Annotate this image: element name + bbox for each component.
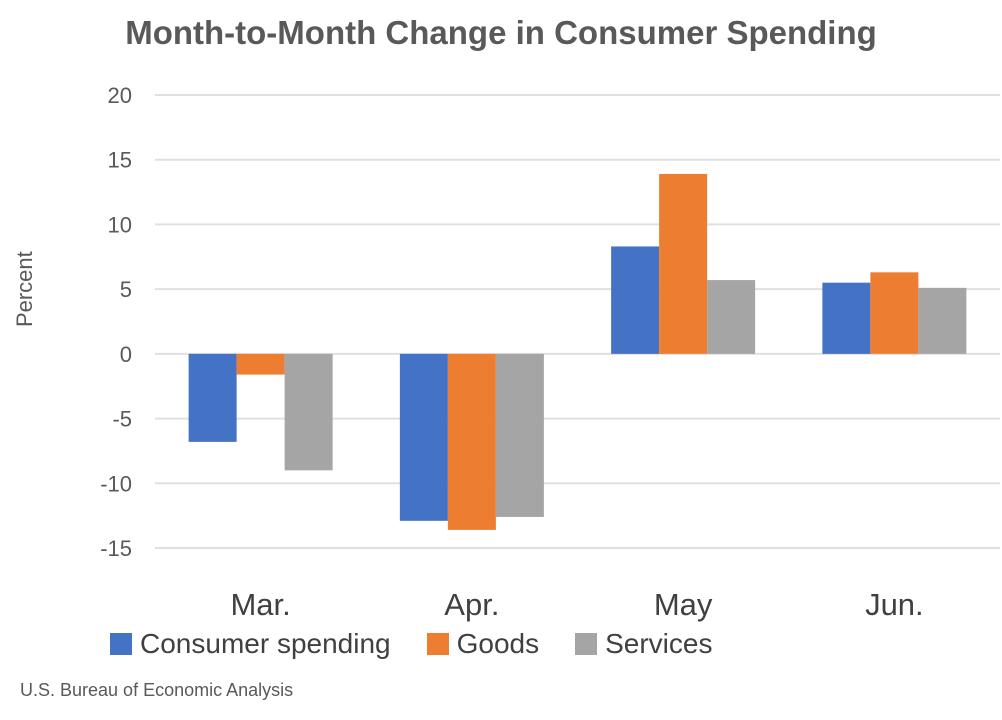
legend-item: Consumer spending [110, 628, 391, 660]
bar-services [918, 287, 967, 354]
y-tick-label: 0 [120, 342, 132, 367]
bar-services [707, 280, 756, 354]
bar-goods [236, 353, 285, 375]
x-tick-label: Jun. [865, 587, 924, 622]
x-tick-label: Apr. [444, 587, 499, 622]
y-tick-label: 20 [108, 83, 132, 108]
bar-consumer-spending [399, 353, 448, 521]
source-note: U.S. Bureau of Economic Analysis [20, 680, 294, 700]
bar-services [284, 353, 333, 471]
x-tick-label: May [654, 587, 713, 622]
bar-consumer-spending [822, 282, 871, 354]
legend-swatch [110, 633, 132, 655]
chart-title: Month-to-Month Change in Consumer Spendi… [125, 14, 877, 51]
bar-goods [870, 272, 919, 354]
y-tick-label: -10 [100, 471, 132, 496]
bar-consumer-spending [188, 353, 237, 442]
y-tick-label: 15 [108, 148, 132, 173]
legend-swatch [575, 633, 598, 655]
y-tick-label: -15 [100, 536, 132, 561]
y-axis-label: Percent [12, 251, 37, 327]
y-tick-label: 10 [108, 212, 132, 237]
legend-swatch [426, 633, 449, 655]
bar-goods [447, 353, 496, 530]
legend-label: Consumer spending [140, 628, 391, 659]
y-tick-label: -5 [112, 407, 132, 432]
legend-item: Services [575, 628, 712, 660]
bar-consumer-spending [611, 246, 660, 354]
legend-label: Goods [456, 628, 540, 659]
bar-goods [659, 173, 708, 354]
legend-item: Goods [426, 628, 540, 660]
bar-services [495, 353, 544, 517]
y-tick-label: 5 [120, 277, 132, 302]
legend-label: Services [605, 628, 713, 659]
x-tick-label: Mar. [230, 587, 290, 622]
legend: Consumer spending Goods Services [110, 628, 712, 660]
